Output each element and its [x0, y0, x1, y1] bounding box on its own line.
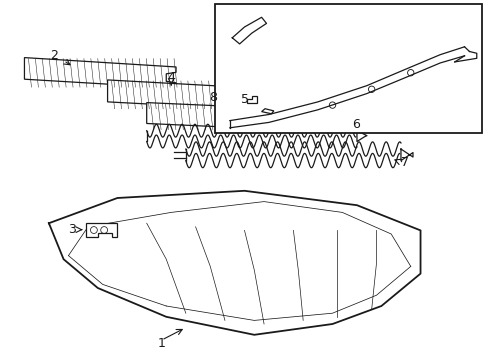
- Polygon shape: [232, 17, 266, 44]
- Text: 5: 5: [240, 93, 248, 105]
- Bar: [215, 4, 481, 133]
- Text: 8: 8: [209, 91, 217, 104]
- Polygon shape: [107, 80, 259, 110]
- Text: 3: 3: [68, 223, 76, 236]
- Polygon shape: [246, 96, 256, 103]
- Polygon shape: [400, 149, 412, 161]
- Text: 4: 4: [167, 71, 175, 84]
- Polygon shape: [356, 131, 366, 141]
- Text: 2: 2: [50, 49, 58, 62]
- Polygon shape: [261, 109, 273, 114]
- Polygon shape: [24, 58, 176, 88]
- Text: 6: 6: [351, 118, 359, 131]
- Text: 7: 7: [400, 156, 408, 168]
- Polygon shape: [85, 223, 117, 237]
- Polygon shape: [146, 103, 307, 131]
- Text: 1: 1: [157, 337, 165, 350]
